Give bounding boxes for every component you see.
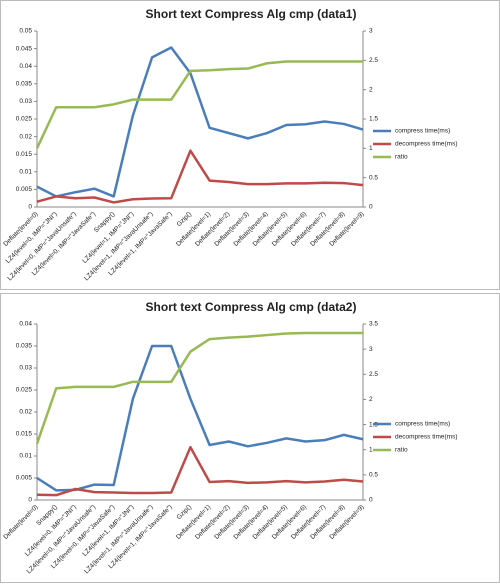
- y-tick-label: 0.005: [16, 186, 33, 193]
- y2-tick-label: 3: [369, 28, 373, 35]
- y-tick-label: 0.025: [16, 116, 33, 123]
- y2-tick-label: 2.5: [369, 57, 378, 64]
- legend-label: decompress time(ms): [395, 141, 457, 148]
- y2-tick-label: 3: [369, 346, 373, 353]
- chart: Short text Compress Alg cmp (data2) 0 0.00…: [2, 300, 457, 575]
- y-tick-label: 0.05: [19, 28, 32, 35]
- x-tick-label: Gzip(): [176, 211, 193, 228]
- y-tick-label: 0.02: [19, 409, 32, 416]
- series-line: [35, 60, 363, 149]
- x-tick-label: Gzip(): [176, 504, 193, 521]
- y-tick-label: 0.035: [16, 81, 33, 88]
- legend-label: compress time(ms): [395, 128, 450, 135]
- y2-tick-label: 2: [369, 396, 373, 403]
- y2-tick-label: 2: [369, 86, 373, 93]
- series-line: [36, 46, 364, 198]
- y-tick-label: 0.025: [16, 387, 33, 394]
- series-line: [36, 344, 364, 492]
- y-tick-label: 0.04: [19, 321, 32, 328]
- y2-tick-label: 0: [369, 204, 373, 211]
- legend-label: compress time(ms): [395, 421, 450, 428]
- legend-label: ratio: [395, 447, 408, 454]
- y2-tick-label: 3.5: [369, 321, 378, 328]
- chart-title: Short text Compress Alg cmp (data1): [146, 7, 357, 21]
- chart-box: Short text Compress Alg cmp (data1) 0 0.00…: [0, 0, 500, 290]
- y2-tick-label: 1: [369, 145, 373, 152]
- series-line: [35, 331, 363, 445]
- x-tick-label: Deflate(level=9): [328, 211, 365, 248]
- y2-tick-label: 0: [369, 497, 373, 504]
- y-tick-label: 0.03: [19, 365, 32, 372]
- y-tick-label: 0.04: [19, 63, 32, 70]
- y-tick-label: 0.045: [16, 45, 33, 52]
- y-tick-label: 0.035: [16, 343, 33, 350]
- y2-tick-label: 2.5: [369, 371, 378, 378]
- y2-tick-label: 1: [369, 446, 373, 453]
- y-tick-label: 0.015: [16, 151, 33, 158]
- y2-tick-label: 1.5: [369, 116, 378, 123]
- series-line: [36, 149, 364, 204]
- y-tick-label: 0.01: [19, 453, 32, 460]
- y-tick-label: 0.01: [19, 169, 32, 176]
- x-tick-label: Deflate(level=9): [328, 504, 365, 541]
- chart-title: Short text Compress Alg cmp (data2): [146, 300, 357, 314]
- y-tick-label: 0.005: [16, 475, 33, 482]
- y-tick-label: 0: [28, 497, 32, 504]
- chart-box: Short text Compress Alg cmp (data2) 0 0.00…: [0, 293, 500, 583]
- y-tick-label: 0: [28, 204, 32, 211]
- y-tick-label: 0.02: [19, 133, 32, 140]
- legend-label: ratio: [395, 154, 408, 161]
- y2-tick-label: 0.5: [369, 174, 378, 181]
- y-tick-label: 0.015: [16, 431, 33, 438]
- series-line: [36, 445, 364, 497]
- legend-label: decompress time(ms): [395, 434, 457, 441]
- y-tick-label: 0.03: [19, 98, 32, 105]
- y2-tick-label: 0.5: [369, 472, 378, 479]
- chart: Short text Compress Alg cmp (data1) 0 0.00…: [2, 7, 457, 282]
